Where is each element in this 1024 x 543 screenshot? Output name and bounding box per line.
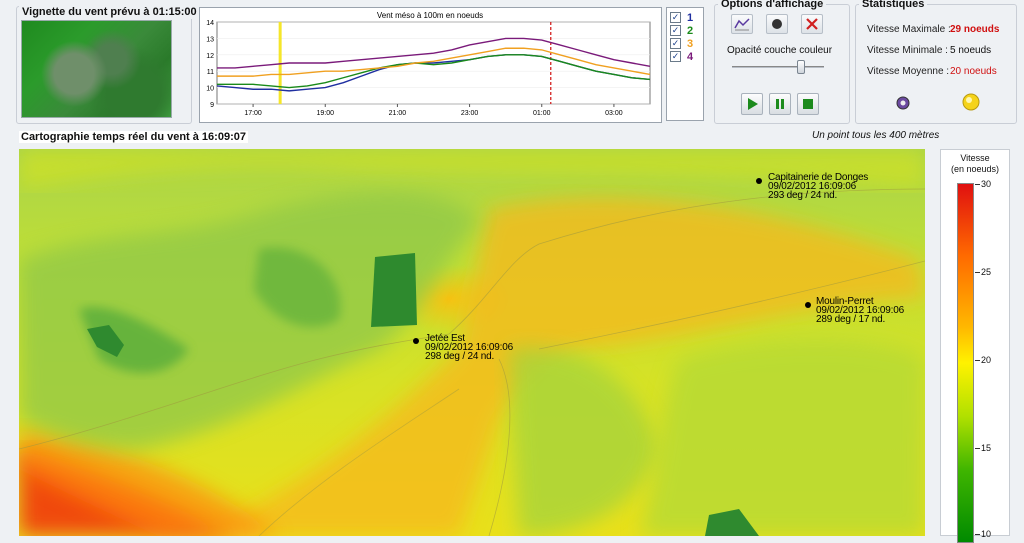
legend-tick [975,184,980,185]
legend-tick [975,272,980,273]
legend-tick-label: 30 [981,179,992,189]
legend-tick-label: 20 [981,355,992,365]
map-resolution-note: Un point tous les 400 mètres [812,130,940,141]
stats-title: Statistiques [859,0,928,11]
chart-ytick-label: 10 [206,86,214,93]
station-name: Capitainerie de Donges [768,172,869,183]
series-number: 1 [687,11,694,24]
chart-xtick-label: 19:00 [316,110,334,117]
opacity-slider[interactable] [732,60,824,74]
station-name: Jetée Est [425,333,465,344]
wind-map[interactable]: Capitainerie de Donges 09/02/2012 16:09:… [19,149,925,536]
gear-icon [896,96,910,110]
stats-settings-button[interactable] [893,94,913,112]
clear-display-button[interactable] [801,14,823,34]
series-toggle-2[interactable]: ✓ 2 [670,24,693,37]
legend-tick [975,360,980,361]
curve-display-button[interactable] [731,14,753,34]
chart-xtick-label: 23:00 [461,110,479,117]
station-marker-moulin-perret[interactable] [805,302,811,308]
chart-xtick-label: 17:00 [244,110,262,117]
max-speed-label: Vitesse Maximale : [867,24,951,35]
series-number: 3 [687,37,694,50]
series-toggle-3[interactable]: ✓ 3 [670,37,693,50]
station-date: 09/02/2012 16:09:06 [816,305,904,316]
vignette-title: Vignette du vent prévu à 01:15:00 [19,6,200,19]
series-toggle-1[interactable]: ✓ 1 [670,11,693,24]
wind-forecast-chart[interactable]: Vent méso à 100m en noeuds 9 10 11 12 13 14 17… [199,7,662,123]
dot-icon [772,19,782,29]
min-speed-value: 5 noeuds [950,45,992,56]
chart-ytick-label: 9 [210,102,214,109]
chart-series-line-3 [217,47,651,77]
series-selector: ✓ 1 ✓ 2 ✓ 3 ✓ 4 [666,7,704,121]
chart-ytick-label: 14 [206,20,214,27]
stats-refresh-button[interactable] [960,92,982,112]
play-button[interactable] [741,93,763,115]
series-checkbox[interactable]: ✓ [670,38,681,49]
close-icon [806,18,818,30]
wind-map-layer [19,149,925,536]
opacity-slider-track [732,66,824,68]
station-marker-jetee-est[interactable] [413,338,419,344]
chart-series-line-4 [217,37,651,69]
options-title: Options d'affichage [718,0,827,11]
opacity-label: Opacité couche couleur [727,45,833,56]
station-date: 09/02/2012 16:09:06 [425,342,513,353]
series-checkbox[interactable]: ✓ [670,25,681,36]
play-icon [748,98,758,110]
chart-ytick-label: 12 [206,53,214,60]
chart-series-line-2 [217,54,651,89]
stats-group [855,4,1017,124]
legend-tick-label: 10 [981,529,992,539]
chart-xtick-label: 03:00 [605,110,623,117]
lightbulb-icon [962,93,980,111]
legend-tick [975,448,980,449]
chart-xtick-label: 21:00 [389,110,407,117]
pause-button[interactable] [769,93,791,115]
stop-button[interactable] [797,93,819,115]
chart-ytick-label: 13 [206,36,214,43]
chart-title: Vent méso à 100m en noeuds [377,11,483,20]
chart-xtick-label: 01:00 [533,110,551,117]
legend-tick [975,534,980,535]
curve-icon [734,18,750,31]
legend-tick-label: 15 [981,443,992,453]
speed-legend: Vitesse (en noeuds) 30 25 20 15 10 [940,149,1010,543]
series-checkbox[interactable]: ✓ [670,51,681,62]
stop-icon [803,99,813,109]
opacity-slider-thumb[interactable] [797,60,805,74]
mean-speed-value: 20 noeuds [950,66,997,77]
series-number: 2 [687,24,694,37]
station-date: 09/02/2012 16:09:06 [768,181,856,192]
point-display-button[interactable] [766,14,788,34]
station-reading: 293 deg / 24 nd. [768,190,838,201]
station-name: Moulin-Perret [816,296,874,307]
series-number: 4 [687,50,694,63]
legend-tick-label: 25 [981,267,992,277]
series-toggle-4[interactable]: ✓ 4 [670,50,693,63]
legend-title-line1: Vitesse [960,153,990,163]
chart-svg: Vent méso à 100m en noeuds 9 10 11 12 13 14 17… [206,11,651,117]
min-speed-label: Vitesse Minimale : [867,45,948,56]
station-reading: 298 deg / 24 nd. [425,351,495,362]
legend-color-bar [957,183,974,543]
chart-ytick-label: 11 [207,69,214,76]
max-speed-value: 29 noeuds [950,24,1000,35]
series-checkbox[interactable]: ✓ [670,12,681,23]
pause-icon [776,99,784,109]
mean-speed-label: Vitesse Moyenne : [867,66,950,77]
station-marker-capitainerie[interactable] [756,178,762,184]
station-reading: 289 deg / 17 nd. [816,314,886,325]
wind-vignette-image[interactable] [21,20,172,118]
legend-title-line2: (en noeuds) [950,164,1000,174]
map-title: Cartographie temps réel du vent à 16:09:… [19,131,248,143]
